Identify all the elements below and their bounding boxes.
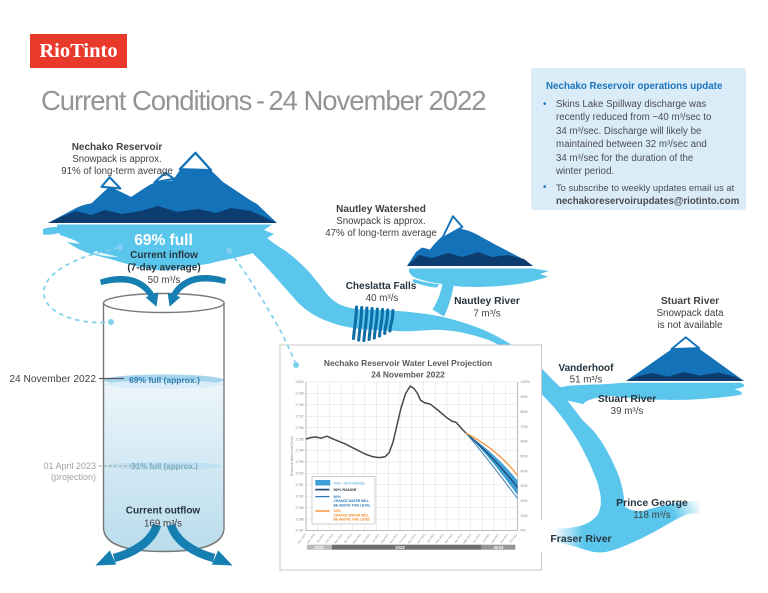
svg-text:Sep 2021: Sep 2021	[389, 532, 400, 544]
svg-text:Nov 2021: Nov 2021	[407, 532, 418, 544]
svg-text:10%: 10%	[334, 509, 342, 513]
svg-text:(7-day average): (7-day average)	[127, 263, 200, 274]
svg-text:Mar 2021: Mar 2021	[333, 532, 343, 544]
svg-text:2,791: 2,791	[296, 483, 304, 487]
svg-text:39 m³/s: 39 m³/s	[611, 406, 644, 417]
svg-text:Fraser River: Fraser River	[550, 533, 611, 545]
svg-text:Current outflow: Current outflow	[126, 506, 201, 517]
svg-text:70%: 70%	[521, 425, 529, 429]
svg-text:10%: 10%	[521, 514, 529, 518]
svg-text:24 November 2022: 24 November 2022	[9, 374, 96, 385]
svg-text:69% full: 69% full	[134, 232, 193, 249]
svg-text:50 m³/s: 50 m³/s	[148, 275, 181, 286]
svg-text:01 April 2023: 01 April 2023	[43, 461, 96, 471]
svg-text:Stuart River: Stuart River	[661, 296, 719, 307]
svg-text:Feb 2021: Feb 2021	[324, 532, 334, 544]
svg-text:2022: 2022	[395, 545, 405, 550]
svg-text:Feb 2022: Feb 2022	[435, 532, 445, 544]
svg-text:BE ABOVE THIS LEVEL: BE ABOVE THIS LEVEL	[334, 503, 371, 507]
svg-text:24 November 2022: 24 November 2022	[371, 370, 445, 380]
svg-text:Current inflow: Current inflow	[130, 250, 198, 261]
svg-text:90%: 90%	[521, 395, 529, 399]
svg-text:50%: 50%	[521, 454, 529, 458]
svg-text:Jun 2022: Jun 2022	[472, 532, 482, 544]
svg-text:Dec 2021: Dec 2021	[416, 532, 427, 544]
svg-text:May 2021: May 2021	[352, 532, 363, 544]
svg-text:is not available: is not available	[658, 320, 723, 331]
svg-text:Jan 2022: Jan 2022	[426, 532, 436, 544]
svg-text:Aug 2022: Aug 2022	[490, 532, 501, 544]
svg-text:2,799: 2,799	[296, 392, 304, 396]
svg-text:Mar 2022: Mar 2022	[444, 532, 454, 544]
svg-text:2,792: 2,792	[296, 472, 304, 476]
svg-text:69% full (approx.): 69% full (approx.)	[129, 375, 200, 385]
svg-text:2,790: 2,790	[296, 494, 304, 498]
svg-text:Nechako Reservoir: Nechako Reservoir	[72, 142, 163, 153]
svg-text:BE ABOVE THIS LEVEL: BE ABOVE THIS LEVEL	[334, 518, 371, 522]
svg-text:Jul 2021: Jul 2021	[371, 532, 381, 543]
svg-text:Sep 2022: Sep 2022	[499, 532, 510, 544]
svg-text:2,795: 2,795	[296, 437, 304, 441]
svg-text:0%: 0%	[521, 529, 527, 533]
svg-text:Snowpack data: Snowpack data	[657, 308, 725, 319]
svg-text:20%: 20%	[521, 499, 529, 503]
svg-text:169 m³/s: 169 m³/s	[144, 519, 182, 530]
svg-text:Dec 2020: Dec 2020	[306, 532, 317, 544]
svg-text:2,798: 2,798	[296, 403, 304, 407]
svg-text:91% of long-term average: 91% of long-term average	[61, 166, 172, 177]
svg-text:51 m³/s: 51 m³/s	[570, 375, 603, 386]
svg-text:Nov 2020: Nov 2020	[297, 532, 308, 544]
svg-text:Snowpack is approx.: Snowpack is approx.	[336, 216, 425, 227]
svg-text:50% RANGE: 50% RANGE	[334, 487, 357, 492]
svg-text:2,800: 2,800	[296, 380, 304, 384]
svg-text:CHANCE WATER WILL: CHANCE WATER WILL	[334, 513, 370, 517]
svg-text:Apr 2022: Apr 2022	[453, 532, 463, 543]
svg-text:Prince George: Prince George	[616, 497, 688, 509]
svg-text:(projection): (projection)	[51, 472, 96, 482]
svg-text:2,794: 2,794	[296, 449, 304, 453]
svg-text:May 2022: May 2022	[462, 532, 473, 544]
svg-text:Aug 2021: Aug 2021	[379, 532, 390, 544]
svg-text:Cheslatta Falls: Cheslatta Falls	[346, 281, 417, 292]
svg-text:Jul 2022: Jul 2022	[481, 532, 491, 543]
svg-text:2,787: 2,787	[296, 529, 304, 533]
svg-text:Nechako Reservoir Water Level: Nechako Reservoir Water Level Projection	[324, 358, 492, 368]
svg-text:Vanderhoof: Vanderhoof	[558, 363, 614, 374]
svg-text:7 m³/s: 7 m³/s	[473, 309, 500, 320]
svg-text:2,797: 2,797	[296, 414, 304, 418]
svg-text:Oct 2021: Oct 2021	[398, 532, 408, 543]
svg-text:2,793: 2,793	[296, 460, 304, 464]
svg-text:Snowpack is approx.: Snowpack is approx.	[72, 154, 161, 165]
svg-text:2021: 2021	[314, 545, 324, 550]
svg-text:118 m³/s: 118 m³/s	[633, 510, 670, 521]
svg-text:31% full (approx.): 31% full (approx.)	[131, 462, 198, 471]
svg-text:CHANCE WATER WILL: CHANCE WATER WILL	[334, 499, 370, 503]
svg-text:40 m³/s: 40 m³/s	[366, 293, 399, 304]
svg-text:Oct 2022: Oct 2022	[508, 532, 518, 543]
svg-text:Jun 2021: Jun 2021	[361, 532, 371, 544]
svg-text:2,788: 2,788	[296, 517, 304, 521]
svg-text:80%: 80%	[521, 410, 529, 414]
svg-text:Stuart River: Stuart River	[598, 394, 656, 405]
svg-text:Apr 2021: Apr 2021	[343, 532, 353, 543]
svg-text:2,796: 2,796	[296, 426, 304, 430]
svg-text:100%: 100%	[521, 380, 531, 384]
svg-text:20% – 80% RANGE: 20% – 80% RANGE	[334, 481, 366, 485]
svg-text:Reservoir Water Level (feet): Reservoir Water Level (feet)	[290, 436, 294, 476]
svg-text:30%: 30%	[521, 484, 529, 488]
svg-text:2,789: 2,789	[296, 506, 304, 510]
svg-text:Nautley River: Nautley River	[454, 296, 520, 307]
svg-text:60%: 60%	[521, 440, 529, 444]
svg-text:Nautley Watershed: Nautley Watershed	[336, 204, 426, 215]
svg-text:40%: 40%	[521, 469, 529, 473]
svg-text:47% of long-term average: 47% of long-term average	[325, 228, 436, 239]
svg-text:2023: 2023	[494, 545, 504, 550]
svg-text:90%: 90%	[334, 495, 342, 499]
svg-text:Jan 2021: Jan 2021	[315, 532, 325, 544]
